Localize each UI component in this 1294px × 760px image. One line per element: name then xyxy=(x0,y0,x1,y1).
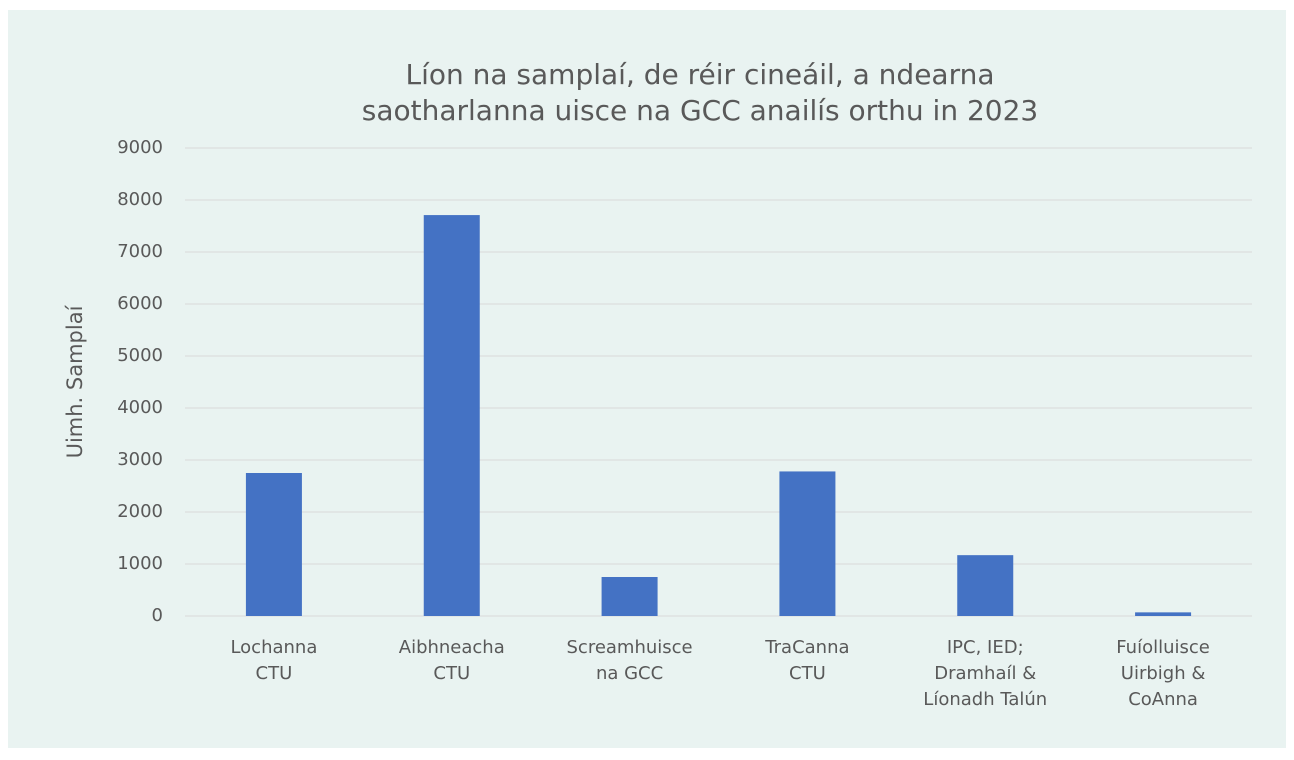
x-tick-label: CTU xyxy=(433,663,470,684)
y-tick-label: 9000 xyxy=(117,137,163,158)
y-tick-label: 0 xyxy=(152,605,163,626)
bar xyxy=(423,215,480,616)
x-tick-label: CoAnna xyxy=(1128,689,1198,710)
y-tick-label: 1000 xyxy=(117,553,163,574)
y-tick-label: 6000 xyxy=(117,293,163,314)
x-tick-label: CTU xyxy=(789,663,826,684)
x-tick-label: Lochanna xyxy=(230,637,317,658)
x-tick-label: Aibhneacha xyxy=(399,637,505,658)
bar xyxy=(957,555,1014,616)
x-tick-label: Fuíolluisce xyxy=(1116,637,1210,658)
chart-background xyxy=(8,10,1286,748)
y-tick-label: 4000 xyxy=(117,397,163,418)
y-tick-label: 7000 xyxy=(117,241,163,262)
x-tick-label: Uirbigh & xyxy=(1121,663,1206,684)
x-tick-label: Líonadh Talún xyxy=(923,689,1047,710)
y-axis-label: Uimh. Samplaí xyxy=(63,304,87,458)
y-tick-label: 2000 xyxy=(117,501,163,522)
bar xyxy=(601,577,658,616)
x-tick-label: IPC, IED; xyxy=(947,637,1024,658)
y-tick-label: 5000 xyxy=(117,345,163,366)
bar xyxy=(245,473,302,616)
chart-title: saotharlanna uisce na GCC anailís orthu … xyxy=(362,94,1038,127)
y-tick-label: 8000 xyxy=(117,189,163,210)
x-tick-label: na GCC xyxy=(596,663,663,684)
x-tick-label: Screamhuisce xyxy=(567,637,693,658)
y-tick-label: 3000 xyxy=(117,449,163,470)
x-tick-label: Dramhaíl & xyxy=(934,663,1036,684)
bar xyxy=(779,471,836,616)
x-tick-label: TraCanna xyxy=(764,637,849,658)
chart-title: Líon na samplaí, de réir cineáil, a ndea… xyxy=(405,58,994,91)
x-tick-label: CTU xyxy=(256,663,293,684)
bar xyxy=(1135,612,1192,616)
